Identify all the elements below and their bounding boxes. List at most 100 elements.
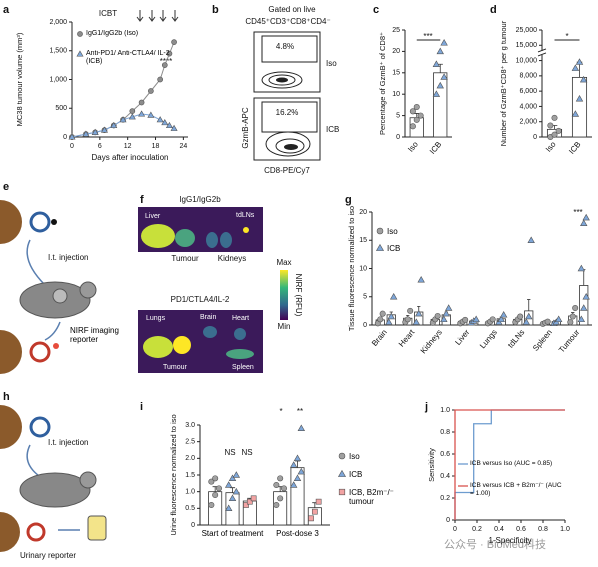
marker [170,124,178,131]
reporter-dye [53,343,59,349]
marker [232,471,241,478]
marker [462,316,469,323]
legend-label-box: ICB versus Iso (AUC = 0.85) [470,460,552,467]
y-axis-label: Sensitivity [427,448,436,482]
contour [275,138,305,154]
panel-letter: e [3,181,9,193]
marker [377,316,384,323]
marker [228,494,237,502]
y-tick-label: 1.0 [440,407,450,414]
step-label: I.t. injection [48,438,88,447]
marker [297,467,306,475]
colorbar-title: NIRF (RFU) [294,274,303,317]
marker [389,292,398,300]
legend-label: Iso [349,452,360,461]
tumour [0,405,22,449]
y-axis-label: Percentage of GzmB⁺ of CD8⁺ [378,32,387,135]
reporter [29,211,51,233]
x-tick-label: Start of treatment [201,529,264,538]
organ [173,336,191,354]
marker [442,309,450,317]
x-tick-label: Liver [453,328,471,347]
x-tick-label: Post-dose 3 [276,529,319,538]
marker [547,122,554,129]
y-tick-label: 0.8 [440,429,450,436]
x-tick-label: tdLNs [506,328,526,350]
y-tick-label: 10 [392,91,400,98]
marker [579,75,588,83]
marker [110,121,118,129]
x-tick-label: Iso [544,139,558,153]
step-label: I.t. injection [48,253,88,262]
organ-label: tdLNs [236,212,255,219]
y-axis-label: MC38 tumour volume (mm³) [15,32,24,126]
marker [277,475,284,482]
marker [161,119,169,126]
legend-label: ICB [349,470,363,479]
y-tick-label: 1,500 [49,48,67,55]
legend-label: ICB, B2m⁻/⁻ tumour [349,488,394,506]
annotation: *** [423,32,432,41]
marker [413,104,420,111]
gate [261,35,318,63]
arrow [26,239,46,286]
marker [148,88,154,94]
marker [289,481,298,488]
contour [265,131,311,157]
y-tick-label: 1.5 [185,472,195,479]
marker [527,236,535,243]
x-tick-label: 0.2 [472,526,482,533]
reporter [29,341,51,363]
y-tick-label: 0.4 [440,473,450,480]
y-tick-label: 0 [63,134,67,141]
panel-letter: i [140,401,143,413]
organ-label: Heart [232,315,249,322]
x-tick-label: 0.4 [494,526,504,533]
organ-label: Brain [200,314,216,321]
marker [208,478,215,485]
organ [143,336,173,358]
organ [175,229,195,247]
x-tick-label: Tumour [557,328,582,355]
colorbar [280,270,288,320]
marker [147,111,155,118]
marker [432,90,441,97]
y-tick-label: 0.2 [440,495,450,502]
marker [580,219,588,226]
marker [440,315,448,323]
legend-label-box: ICB, B2m⁻/⁻ tumour [349,488,394,506]
marker [224,504,233,512]
marker [277,495,284,502]
marker [569,313,576,320]
legend-label: ICB [387,244,401,253]
marker [571,110,580,117]
mouse-head [79,281,97,299]
marker [525,312,533,320]
error-bar [527,299,531,311]
y-tick-label: 0 [396,134,400,141]
image-title: PD1/CTLA4/IL-2 [171,295,230,304]
marker [224,481,233,488]
gate-text: Gated on live [268,5,316,14]
panel-letter: j [424,401,428,413]
tumour-site [52,288,68,304]
panel-letter: f [140,194,144,206]
organ [243,227,249,233]
mouse [19,472,91,508]
y-tick-label: 10,000 [516,57,538,64]
marker [138,99,145,106]
x-tick-label: Spleen [531,328,554,353]
contour [268,74,296,86]
marker [572,305,579,312]
marker [551,131,558,138]
y-tick-label: 4,000 [519,103,537,110]
marker [404,316,411,323]
marker [499,311,508,318]
y-tick-label: 3.0 [185,422,195,429]
y-tick-label: 5 [363,294,367,301]
axis-break [538,50,546,55]
annotation: * [565,32,568,41]
marker [387,312,395,320]
legend-label-box: IgG1/IgG2b (Iso) [86,30,138,37]
marker [432,60,441,67]
